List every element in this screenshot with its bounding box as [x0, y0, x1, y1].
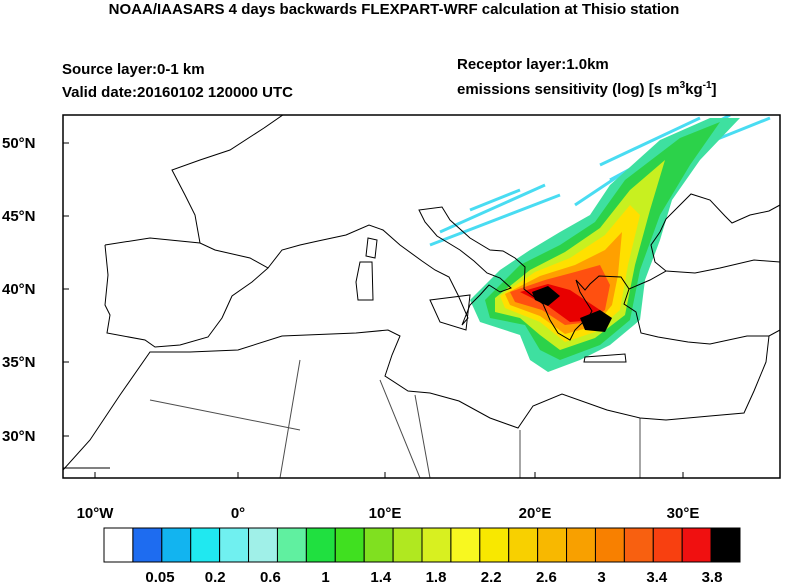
colorbar-box	[681, 527, 712, 563]
receptor-layer: Receptor layer:1.0km	[457, 56, 609, 73]
colorbar-box	[305, 527, 336, 563]
units-sup: 3	[680, 80, 686, 91]
colorbar-box	[421, 527, 452, 563]
colorbar-box	[450, 527, 481, 563]
colorbar-box	[566, 527, 596, 563]
colorbar: 0.05 0.2 0.6 1 1.4 1.8 2.2 2.6 3 3.4 3.8	[103, 527, 741, 585]
units-label: emissions sensitivity (log) [s m3kg-1]	[457, 80, 717, 98]
lat-label: 45°N	[2, 208, 36, 225]
colorbar-box	[219, 527, 250, 563]
colorbar-box	[710, 527, 741, 563]
colorbar-label: 1.4	[370, 569, 392, 585]
colorbar-label: 3	[597, 569, 605, 585]
lon-label: 10°E	[369, 505, 402, 522]
colorbar-label: 0.6	[260, 569, 281, 585]
colorbar-box	[103, 527, 134, 563]
lat-label: 40°N	[2, 281, 36, 298]
colorbar-box	[479, 527, 510, 563]
colorbar-label: 2.2	[481, 569, 502, 585]
plume	[429, 115, 771, 372]
colorbar-label: 0.05	[145, 569, 174, 585]
title: NOAA/IAASARS 4 days backwards FLEXPART-W…	[109, 1, 680, 18]
colorbar-box	[594, 527, 625, 563]
colorbar-box	[161, 527, 192, 563]
units-text: kg	[685, 81, 703, 98]
units-sup: -1	[703, 80, 712, 91]
coastlines	[63, 115, 780, 478]
colorbar-label: 1	[321, 569, 329, 585]
map-axes: 50°N 45°N 40°N 35°N 30°N 10°W 0° 10°E 20°E 30°E	[2, 135, 699, 522]
colorbar-box	[334, 527, 365, 563]
colorbar-label: 3.8	[702, 569, 723, 585]
map: 50°N 45°N 40°N 35°N 30°N 10°W 0° 10°E 20°E 30°E	[2, 114, 781, 522]
colorbar-label: 3.4	[646, 569, 668, 585]
lat-label: 35°N	[2, 354, 36, 371]
colorbar-box	[623, 527, 654, 563]
colorbar-label: 2.6	[536, 569, 557, 585]
colorbar-box	[537, 527, 568, 563]
colorbar-label: 1.8	[426, 569, 447, 585]
colorbar-box	[248, 527, 278, 563]
colorbar-box	[363, 527, 394, 563]
colorbar-box	[652, 527, 683, 563]
map-frame	[62, 114, 781, 479]
lon-label: 30°E	[667, 505, 700, 522]
colorbar-box	[132, 527, 163, 563]
lat-label: 30°N	[2, 428, 36, 445]
colorbar-box	[276, 527, 307, 563]
units-text: ]	[712, 81, 717, 98]
colorbar-box	[508, 527, 539, 563]
lon-label: 0°	[231, 505, 245, 522]
lon-label: 10°W	[77, 505, 115, 522]
lon-label: 20°E	[519, 505, 552, 522]
lat-label: 50°N	[2, 135, 36, 152]
valid-date: Valid date:20160102 120000 UTC	[62, 84, 293, 101]
colorbar-label: 0.2	[205, 569, 226, 585]
units-text: emissions sensitivity (log) [s m	[457, 81, 680, 98]
colorbar-box	[392, 527, 423, 563]
colorbar-box	[190, 527, 221, 563]
source-layer: Source layer:0-1 km	[62, 61, 205, 78]
